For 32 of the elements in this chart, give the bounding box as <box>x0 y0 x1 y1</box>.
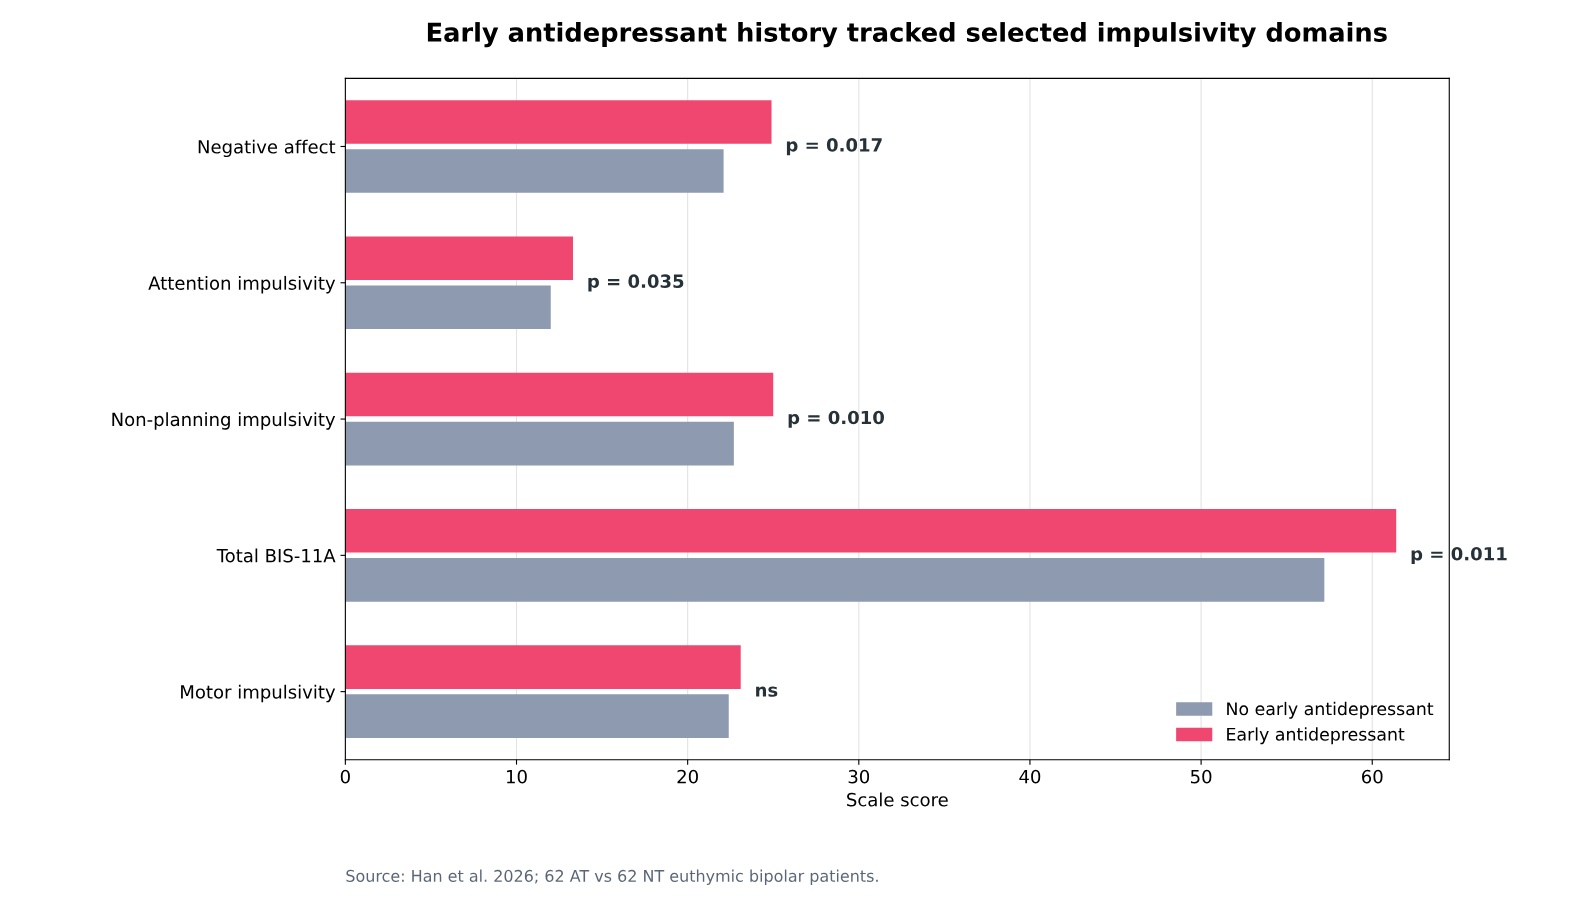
legend-label: No early antidepressant <box>1227 701 1434 719</box>
x-tick-label: 40 <box>1019 769 1041 784</box>
x-tick-label: 50 <box>1191 769 1212 784</box>
bar <box>345 694 729 738</box>
annotation: ns <box>756 686 778 697</box>
bar <box>345 421 734 466</box>
bar <box>345 372 774 417</box>
legend-label: Early antidepressant <box>1227 727 1405 745</box>
x-tick-label: 0 <box>340 769 350 784</box>
x-tick-label: 20 <box>677 769 698 784</box>
y-tick-label: Negative affect <box>198 139 336 158</box>
x-tick-label: 60 <box>1362 769 1383 784</box>
x-axis-title: Scale score <box>847 792 948 807</box>
x-tick-label: 30 <box>848 769 870 784</box>
y-tick-label: Attention impulsivity <box>148 275 336 294</box>
bar <box>345 236 573 281</box>
y-tick-label: Total BIS-11A <box>216 548 336 563</box>
source-note: Source: Han et al. 2026; 62 AT vs 62 NT euthymic bipolar patients. <box>346 869 878 886</box>
y-tick-label: Non-planning impulsivity <box>112 412 336 430</box>
bar <box>345 509 1397 553</box>
bar <box>345 558 1325 602</box>
bar <box>345 100 772 144</box>
annotation: p = 0.011 <box>1411 546 1507 565</box>
bar <box>345 285 551 330</box>
bar <box>345 149 724 193</box>
x-tick-label: 10 <box>507 769 527 784</box>
y-tick-label: Motor impulsivity <box>181 684 336 703</box>
annotation: p = 0.017 <box>786 138 882 156</box>
bar <box>345 645 741 689</box>
annotation: p = 0.035 <box>588 274 684 292</box>
annotation: p = 0.010 <box>788 410 884 428</box>
chart-title: Early antidepressant history tracked selected impulsivity domains <box>427 22 1387 48</box>
